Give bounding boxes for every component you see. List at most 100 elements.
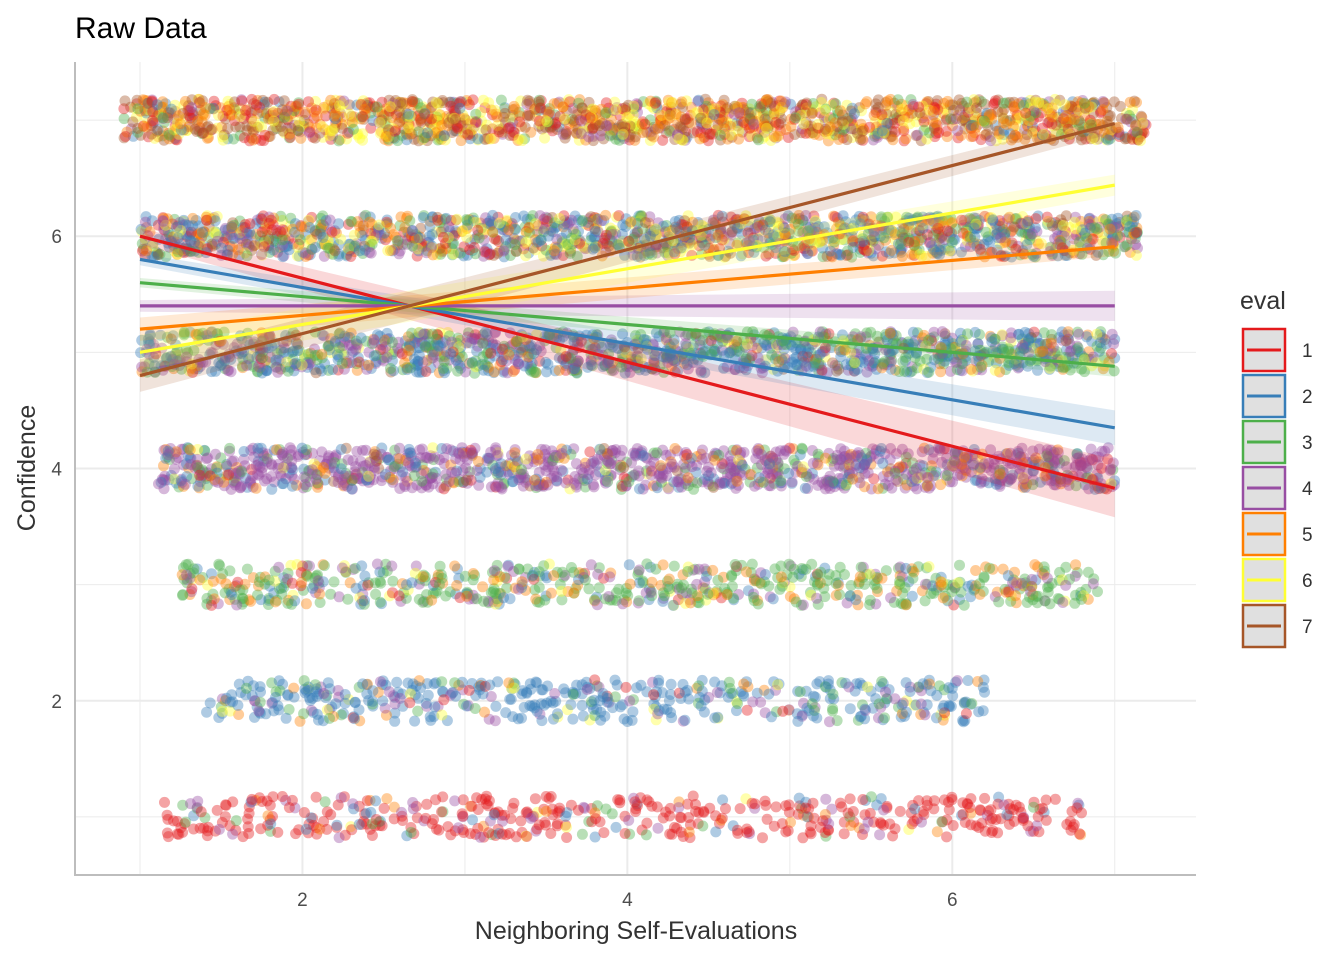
scatter-point bbox=[495, 94, 507, 106]
scatter-point bbox=[622, 99, 634, 111]
scatter-point bbox=[125, 123, 137, 135]
scatter-point bbox=[118, 113, 130, 125]
scatter-point bbox=[236, 95, 248, 107]
scatter-point bbox=[520, 236, 532, 248]
scatter-point bbox=[652, 122, 664, 134]
scatter-point bbox=[665, 101, 677, 113]
scatter-point bbox=[968, 119, 979, 131]
scatter-point bbox=[180, 113, 192, 124]
scatter-point bbox=[576, 102, 588, 114]
scatter-point bbox=[819, 123, 831, 135]
scatter-point bbox=[807, 127, 819, 139]
scatter-point bbox=[368, 334, 380, 346]
scatter-point bbox=[539, 132, 551, 144]
scatter-point bbox=[1027, 126, 1039, 137]
scatter-point bbox=[522, 109, 534, 121]
scatter-point bbox=[284, 131, 296, 143]
scatter-point bbox=[649, 97, 661, 109]
scatter-point bbox=[485, 133, 497, 145]
scatter-point bbox=[432, 114, 444, 126]
scatter-point bbox=[290, 105, 302, 117]
scatter-point bbox=[1098, 97, 1110, 109]
scatter-point bbox=[325, 125, 337, 137]
scatter-point bbox=[461, 123, 473, 135]
scatter-point bbox=[841, 99, 853, 111]
scatter-point bbox=[171, 134, 183, 146]
scatter-point bbox=[169, 99, 181, 111]
scatter-point bbox=[654, 122, 666, 134]
scatter-point bbox=[655, 117, 667, 129]
scatter-point bbox=[980, 117, 992, 129]
scatter-point bbox=[157, 125, 169, 137]
scatter-point bbox=[621, 111, 633, 123]
scatter-point bbox=[1005, 332, 1017, 344]
scatter-point bbox=[137, 94, 149, 106]
scatter-point bbox=[450, 119, 462, 131]
scatter-point bbox=[532, 236, 544, 248]
scatter-point bbox=[139, 95, 151, 106]
scatter-point bbox=[311, 110, 323, 122]
scatter-point bbox=[847, 121, 858, 133]
scatter-point bbox=[1126, 133, 1138, 145]
scatter-point bbox=[421, 135, 433, 147]
scatter-point bbox=[1123, 110, 1135, 121]
scatter-point bbox=[1073, 105, 1085, 117]
scatter-point bbox=[1087, 97, 1098, 109]
scatter-point bbox=[675, 121, 687, 133]
scatter-point bbox=[454, 102, 466, 114]
scatter-point bbox=[734, 107, 746, 119]
scatter-point bbox=[235, 103, 246, 115]
scatter-point bbox=[702, 97, 714, 109]
scatter-point bbox=[766, 118, 778, 129]
scatter-point bbox=[391, 235, 403, 247]
scatter-point bbox=[345, 215, 357, 227]
scatter-point bbox=[604, 123, 616, 135]
scatter-point bbox=[373, 219, 385, 231]
scatter-point bbox=[498, 245, 510, 257]
scatter-point bbox=[631, 99, 643, 111]
scatter-point bbox=[681, 131, 693, 143]
scatter-point bbox=[689, 107, 701, 119]
scatter-point bbox=[447, 102, 459, 114]
scatter-point bbox=[241, 104, 253, 116]
scatter-point bbox=[1104, 133, 1116, 145]
scatter-point bbox=[733, 107, 745, 119]
scatter-point bbox=[899, 109, 910, 121]
scatter-point bbox=[357, 128, 369, 140]
scatter-point bbox=[168, 124, 180, 136]
scatter-point bbox=[867, 134, 879, 146]
scatter-point bbox=[655, 114, 667, 126]
scatter-point bbox=[894, 238, 906, 250]
scatter-point bbox=[785, 98, 796, 110]
scatter-point bbox=[407, 96, 419, 108]
scatter-point bbox=[450, 114, 461, 126]
scatter-point bbox=[403, 344, 415, 356]
scatter-point bbox=[514, 110, 526, 122]
scatter-point bbox=[586, 123, 598, 135]
scatter-point bbox=[695, 116, 707, 128]
scatter-point bbox=[435, 130, 447, 142]
scatter-point bbox=[462, 96, 474, 108]
scatter-point bbox=[600, 209, 612, 221]
scatter-point bbox=[917, 100, 929, 112]
scatter-point bbox=[888, 97, 900, 109]
scatter-point bbox=[964, 122, 976, 134]
scatter-point bbox=[560, 128, 572, 140]
scatter-point bbox=[857, 123, 869, 134]
scatter-point bbox=[309, 242, 321, 253]
scatter-point bbox=[836, 116, 848, 128]
scatter-point bbox=[490, 108, 502, 120]
scatter-point bbox=[236, 94, 247, 106]
scatter-point bbox=[553, 121, 565, 133]
scatter-point bbox=[139, 103, 151, 115]
scatter-point bbox=[258, 99, 270, 111]
scatter-point bbox=[191, 126, 203, 137]
scatter-point bbox=[619, 102, 631, 114]
scatter-point bbox=[334, 134, 346, 146]
scatter-point bbox=[317, 131, 329, 143]
scatter-point bbox=[782, 132, 794, 143]
scatter-point bbox=[600, 107, 612, 119]
scatter-point bbox=[637, 96, 649, 108]
scatter-point bbox=[885, 93, 896, 105]
scatter-point bbox=[797, 99, 809, 111]
